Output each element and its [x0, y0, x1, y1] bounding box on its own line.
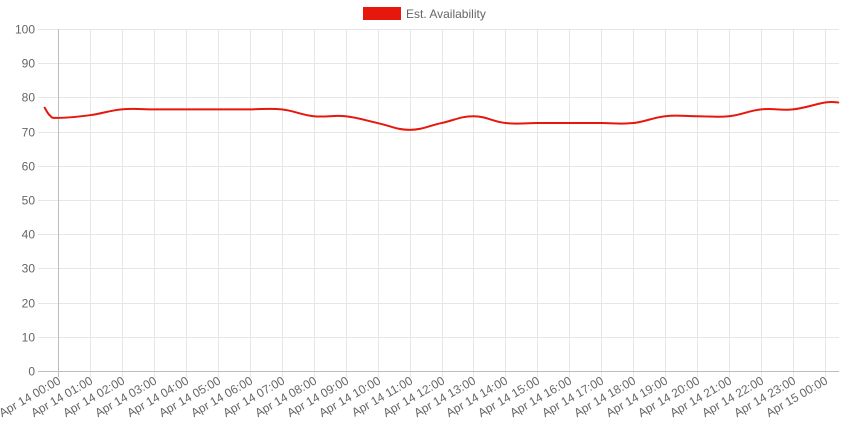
y-tick-label: 30: [22, 262, 36, 276]
legend-swatch[interactable]: [363, 7, 401, 20]
y-tick-label: 40: [22, 228, 36, 242]
y-tick-label: 100: [15, 23, 35, 37]
y-tick-label: 90: [22, 57, 36, 71]
series-line-est-availability: [43, 100, 840, 131]
grid-lines: [38, 29, 839, 377]
series-lines: [43, 100, 840, 131]
y-tick-label: 60: [22, 160, 36, 174]
y-tick-label: 50: [22, 194, 36, 208]
y-tick-label: 0: [28, 365, 35, 379]
y-tick-label: 10: [22, 331, 36, 345]
y-axis-tick-labels: 0 10 20 30 40 50 60 70 80 90 100: [15, 23, 35, 379]
legend-label[interactable]: Est. Availability: [406, 7, 486, 21]
y-tick-label: 80: [22, 91, 36, 105]
y-tick-label: 70: [22, 126, 36, 140]
y-tick-label: 20: [22, 297, 36, 311]
legend[interactable]: Est. Availability: [363, 7, 486, 21]
